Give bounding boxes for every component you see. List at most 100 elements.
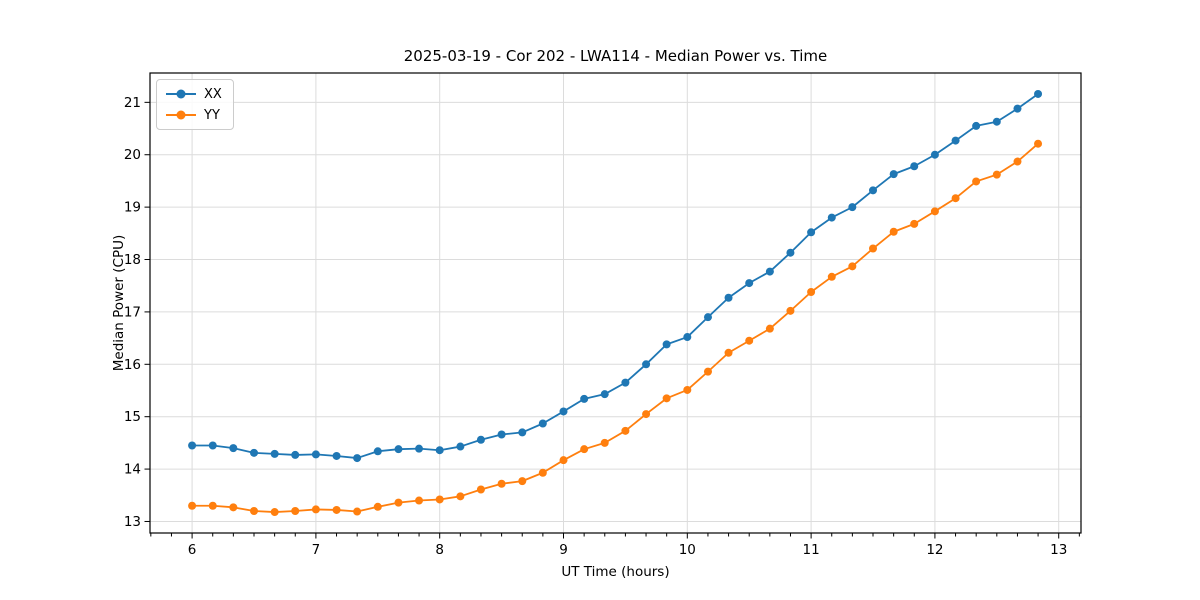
data-point-yy <box>208 501 217 510</box>
data-point-xx <box>394 445 403 454</box>
data-point-yy <box>497 479 506 488</box>
data-point-yy <box>600 438 609 447</box>
series-yy <box>188 139 1043 517</box>
data-point-xx <box>930 150 939 159</box>
data-point-xx <box>311 450 320 459</box>
data-point-xx <box>848 203 857 212</box>
data-point-xx <box>827 213 836 222</box>
data-point-xx <box>1013 104 1022 113</box>
y-tick-label: 19 <box>124 200 141 216</box>
data-point-xx <box>600 390 609 399</box>
data-point-xx <box>703 313 712 322</box>
y-tick-label: 15 <box>124 409 141 425</box>
series-xx <box>188 89 1043 463</box>
data-point-yy <box>538 468 547 477</box>
data-point-yy <box>848 262 857 271</box>
data-point-yy <box>972 177 981 186</box>
data-point-xx <box>208 441 217 450</box>
data-point-yy <box>930 207 939 216</box>
data-point-yy <box>827 272 836 281</box>
xx-marker-icon <box>176 89 186 99</box>
data-point-xx <box>786 248 795 257</box>
y-tick-label: 17 <box>124 304 141 320</box>
data-point-yy <box>869 244 878 253</box>
legend-item-yy: YY <box>166 105 222 125</box>
data-point-yy <box>992 170 1001 179</box>
y-tick-label: 21 <box>124 95 141 111</box>
x-tick-label: 8 <box>435 542 444 558</box>
data-point-xx <box>373 447 382 456</box>
data-point-yy <box>270 508 279 517</box>
data-point-xx <box>291 450 300 459</box>
data-point-xx <box>642 360 651 369</box>
x-tick-label: 10 <box>679 542 696 558</box>
y-axis-label: Median Power (CPU) <box>111 234 127 372</box>
data-point-yy <box>724 348 733 357</box>
data-point-yy <box>311 505 320 514</box>
data-point-xx <box>353 454 362 463</box>
x-tick-label: 9 <box>559 542 568 558</box>
data-point-xx <box>807 228 816 237</box>
plot-border <box>149 72 1082 534</box>
data-point-yy <box>1034 139 1043 148</box>
data-point-yy <box>745 336 754 345</box>
data-point-yy <box>456 492 465 501</box>
data-point-yy <box>765 324 774 333</box>
yy-marker-icon <box>176 110 186 120</box>
data-point-yy <box>910 219 919 228</box>
legend-label-xx: XX <box>204 86 222 102</box>
data-point-xx <box>910 162 919 171</box>
data-point-yy <box>332 505 341 514</box>
data-point-yy <box>642 410 651 419</box>
data-point-xx <box>992 117 1001 126</box>
chart-title: 2025-03-19 - Cor 202 - LWA114 - Median P… <box>403 47 828 65</box>
x-tick-label: 7 <box>312 542 321 558</box>
data-point-yy <box>580 445 589 454</box>
data-point-xx <box>662 340 671 349</box>
data-point-yy <box>415 496 424 505</box>
data-point-xx <box>621 378 630 387</box>
data-point-xx <box>415 444 424 453</box>
data-point-yy <box>291 506 300 515</box>
data-point-xx <box>497 430 506 439</box>
data-point-xx <box>1034 89 1043 98</box>
yy-line-sample-icon <box>166 110 196 120</box>
data-point-xx <box>869 186 878 195</box>
data-point-xx <box>188 441 197 450</box>
data-point-yy <box>662 394 671 403</box>
data-point-xx <box>724 293 733 302</box>
data-point-yy <box>683 385 692 394</box>
data-point-xx <box>538 419 547 428</box>
axis-ticks: 6 7 8 9 10 11 12 13 13 14 15 16 17 18 19 20 21 <box>124 95 1080 558</box>
data-point-yy <box>353 507 362 516</box>
data-point-yy <box>518 477 527 486</box>
data-point-xx <box>518 428 527 437</box>
y-tick-label: 13 <box>124 514 141 530</box>
data-point-yy <box>621 426 630 435</box>
data-point-yy <box>951 194 960 203</box>
data-point-xx <box>332 451 341 460</box>
legend-item-xx: XX <box>166 84 222 104</box>
data-point-xx <box>249 448 258 457</box>
data-point-xx <box>972 121 981 130</box>
data-point-yy <box>188 501 197 510</box>
data-point-yy <box>1013 157 1022 166</box>
grid <box>150 73 1081 533</box>
x-tick-label: 12 <box>926 542 943 558</box>
data-point-yy <box>889 227 898 236</box>
legend: XX YY <box>156 79 234 130</box>
data-point-xx <box>683 333 692 342</box>
data-point-yy <box>435 495 444 504</box>
x-axis-label: UT Time (hours) <box>561 564 670 580</box>
data-point-yy <box>249 506 258 515</box>
x-tick-label: 11 <box>803 542 820 558</box>
y-tick-label: 16 <box>124 357 141 373</box>
x-tick-label: 13 <box>1050 542 1067 558</box>
y-tick-label: 14 <box>124 462 141 478</box>
data-point-yy <box>703 367 712 376</box>
y-tick-label: 20 <box>124 147 141 163</box>
xx-line-sample-icon <box>166 89 196 99</box>
data-point-xx <box>580 394 589 403</box>
